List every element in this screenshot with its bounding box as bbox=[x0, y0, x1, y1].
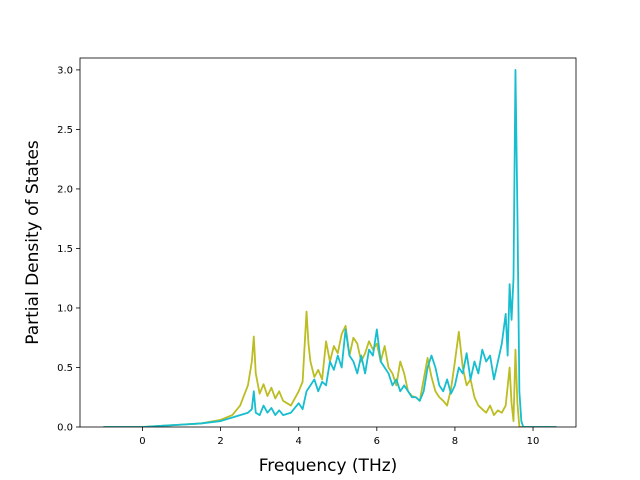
y-axis-label: Partial Density of States bbox=[23, 140, 43, 345]
x-tick-label: 8 bbox=[452, 436, 458, 447]
x-tick-label: 10 bbox=[527, 436, 540, 447]
series-line-1 bbox=[103, 310, 557, 427]
y-tick-label: 1.0 bbox=[57, 303, 73, 314]
y-tick-label: 0.0 bbox=[57, 423, 73, 434]
x-axis: 0 2 4 6 8 10 bbox=[139, 427, 539, 447]
x-tick-label: 0 bbox=[139, 436, 145, 447]
x-tick-label: 4 bbox=[296, 436, 302, 447]
x-tick-label: 6 bbox=[374, 436, 380, 447]
y-axis: 0.0 0.5 1.0 1.5 2.0 2.5 3.0 bbox=[57, 65, 80, 434]
y-tick-label: 0.5 bbox=[57, 363, 73, 374]
y-tick-label: 1.5 bbox=[57, 244, 73, 255]
x-axis-label: Frequency (THz) bbox=[259, 456, 398, 476]
series-layer bbox=[103, 69, 557, 427]
y-tick-label: 2.0 bbox=[57, 184, 73, 195]
series-line-2 bbox=[103, 69, 557, 427]
plot-frame bbox=[79, 57, 577, 428]
y-tick-label: 3.0 bbox=[57, 65, 73, 76]
y-tick-label: 2.5 bbox=[57, 125, 73, 136]
x-tick-label: 2 bbox=[217, 436, 223, 447]
